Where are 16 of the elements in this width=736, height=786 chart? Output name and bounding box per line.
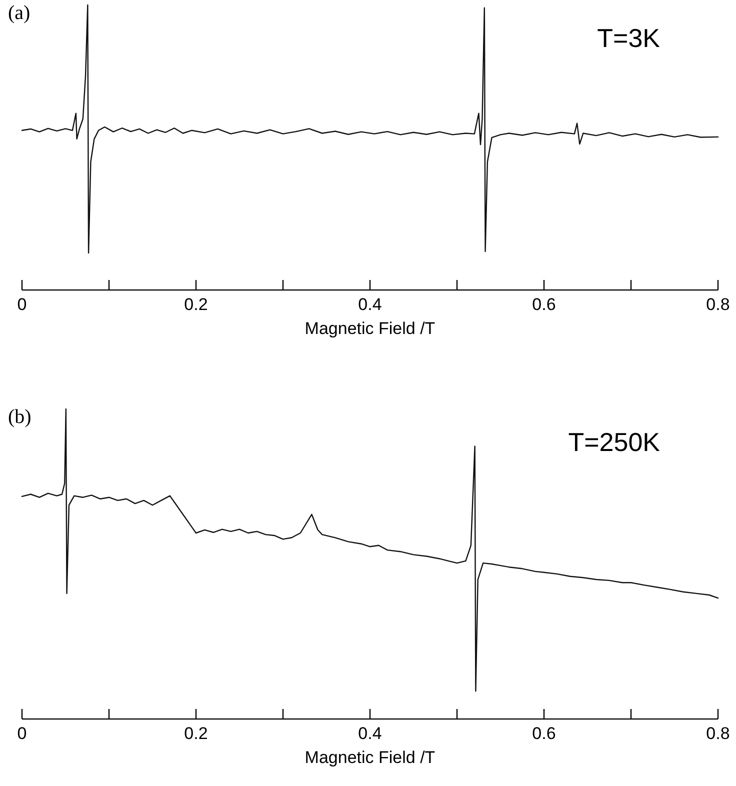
x-tick-label: 0.6 [532,295,556,314]
chart-title: (b) [8,406,32,428]
x-tick-label: 0.2 [184,724,208,743]
x-tick-label: 0.4 [358,724,382,743]
x-tick-label: 0 [17,295,27,314]
x-tick-label: 0.8 [706,724,730,743]
x-tick-label: 0.6 [532,724,556,743]
x-tick-label: 0.4 [358,295,382,314]
annotation: T=250K [568,427,661,457]
chart-title: (a) [8,2,30,24]
x-tick-label: 0.8 [706,295,730,314]
x-axis-title: Magnetic Field /T [304,319,436,338]
x-tick-label: 0.2 [184,295,208,314]
x-axis-title: Magnetic Field /T [304,748,436,767]
annotation: T=3K [597,23,661,53]
x-tick-label: 0 [17,724,27,743]
